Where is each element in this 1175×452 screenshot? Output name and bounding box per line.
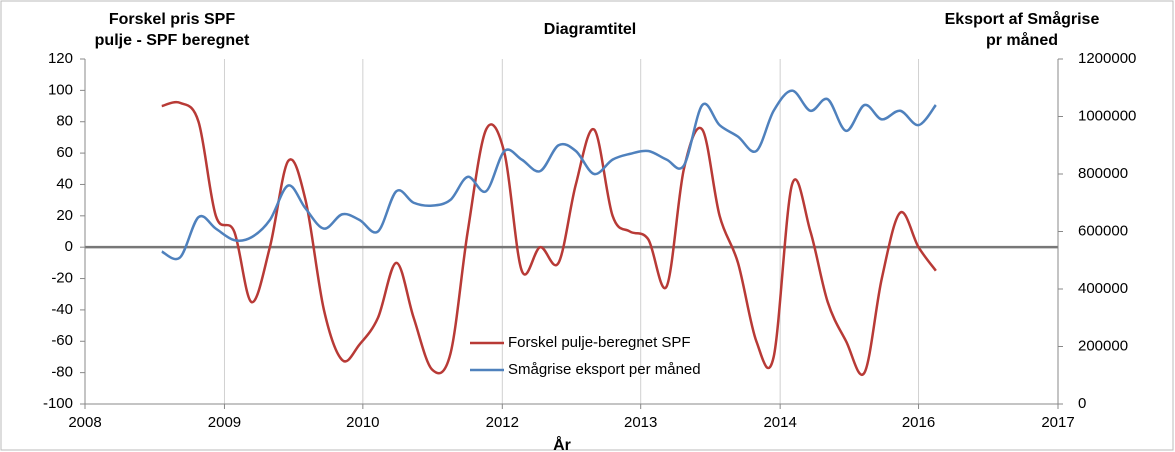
legend-label: Smågrise eksport per måned xyxy=(508,361,701,378)
y2-axis-title: pr måned xyxy=(986,31,1058,49)
y-tick-label: 20 xyxy=(56,207,73,224)
x-tick-label: 2008 xyxy=(68,414,101,431)
series-line xyxy=(161,100,937,377)
y-tick-label: 80 xyxy=(56,113,73,130)
y-axis-title: pulje - SPF beregnet xyxy=(95,32,250,49)
y2-tick-label: 400000 xyxy=(1078,280,1128,297)
series-line xyxy=(161,89,937,261)
y2-tick-label: 1000000 xyxy=(1078,107,1136,124)
x-tick-label: 2009 xyxy=(208,414,241,431)
y2-tick-label: 600000 xyxy=(1078,222,1128,239)
y2-axis-title: Eksport af Smågrise xyxy=(945,10,1100,28)
y-tick-label: -60 xyxy=(51,332,73,349)
x-tick-label: 2012 xyxy=(486,414,519,431)
y2-tick-label: 0 xyxy=(1078,395,1086,412)
y-tick-label: 120 xyxy=(48,50,73,67)
x-axis-title: År xyxy=(553,435,571,452)
y-tick-label: 0 xyxy=(65,238,73,255)
chart-title: Diagramtitel xyxy=(544,21,636,38)
y-tick-label: -100 xyxy=(43,395,73,412)
x-tick-label: 2010 xyxy=(346,414,379,431)
x-tick-label: 2014 xyxy=(763,414,796,431)
y2-tick-label: 200000 xyxy=(1078,337,1128,354)
y-axis-title: Forskel pris SPF xyxy=(109,11,235,28)
y-tick-label: 60 xyxy=(56,144,73,161)
x-tick-label: 2016 xyxy=(902,414,935,431)
legend-label: Forskel pulje-beregnet SPF xyxy=(508,334,691,351)
x-tick-label: 2013 xyxy=(624,414,657,431)
y2-tick-label: 1200000 xyxy=(1078,50,1136,67)
y-tick-label: 40 xyxy=(56,175,73,192)
y-tick-label: -20 xyxy=(51,270,73,287)
y-tick-label: -80 xyxy=(51,364,73,381)
y-tick-label: 100 xyxy=(48,81,73,98)
x-tick-label: 2017 xyxy=(1041,414,1074,431)
y-tick-label: -40 xyxy=(51,301,73,318)
y2-tick-label: 800000 xyxy=(1078,165,1128,182)
